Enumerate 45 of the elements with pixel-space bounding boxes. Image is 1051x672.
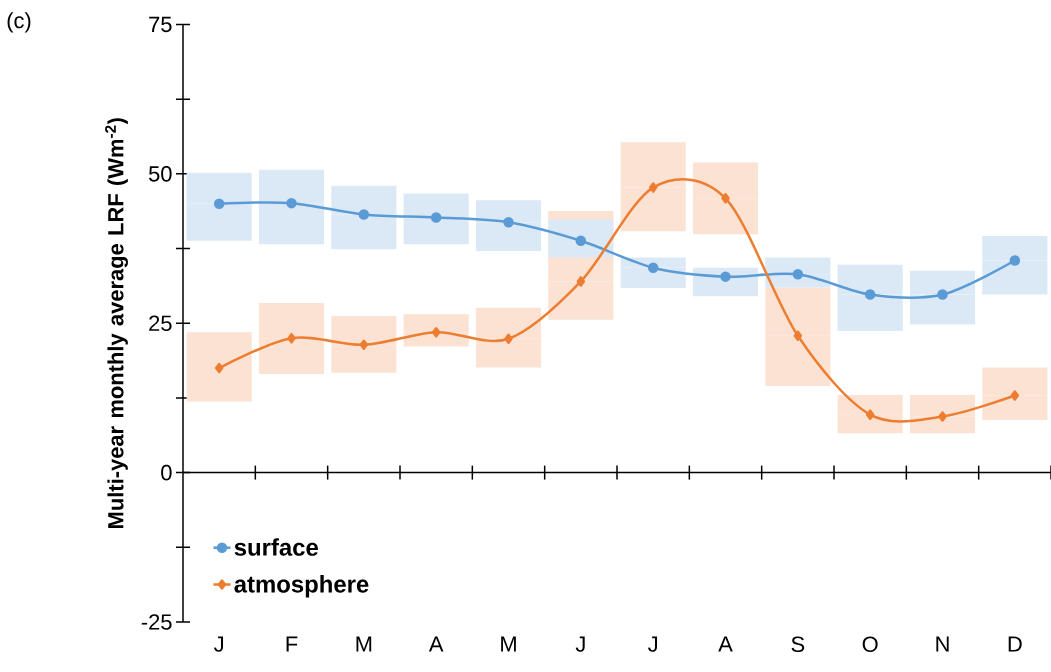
point <box>576 276 586 287</box>
y-axis-title: Multi-year monthly average LRF (Wm$^{-2}$) <box>105 118 128 528</box>
x-tick-label: D <box>1008 636 1022 652</box>
legend-label: atmosphere <box>234 575 369 598</box>
x-tick-label: O <box>862 636 878 653</box>
x-tick-label: M <box>501 636 516 652</box>
point <box>504 333 513 345</box>
y-tick-label: 50 <box>148 166 172 182</box>
point <box>358 209 370 220</box>
point <box>865 409 875 420</box>
x-tick-label: A <box>428 636 444 652</box>
point <box>431 326 441 338</box>
point <box>1009 255 1021 266</box>
point <box>647 262 659 273</box>
x-tick-label: M <box>356 636 372 652</box>
x-tick-label: N <box>936 636 949 652</box>
point <box>720 271 731 282</box>
point <box>430 212 442 223</box>
x-tick-label: A <box>718 636 733 652</box>
x-tick-label: J <box>575 636 585 652</box>
x-tick-label: S <box>791 636 805 653</box>
point <box>287 332 296 344</box>
point <box>1010 390 1020 401</box>
point <box>286 197 297 209</box>
point <box>937 289 948 300</box>
point <box>214 362 224 374</box>
point <box>938 411 947 422</box>
point <box>648 182 658 193</box>
x-tick-label: F <box>286 636 298 652</box>
point <box>503 217 514 228</box>
y-tick-label: 0 <box>161 464 172 481</box>
legend-label: surface <box>234 538 318 556</box>
point <box>792 269 804 280</box>
y-tick-label: -25 <box>141 614 172 630</box>
x-tick-label: J <box>648 636 658 652</box>
point <box>793 330 803 342</box>
y-tick-label: 75 <box>149 16 172 33</box>
point <box>575 235 587 247</box>
point <box>864 289 876 300</box>
point <box>213 198 225 209</box>
text: (c) <box>7 12 31 33</box>
point <box>721 193 730 204</box>
x-tick-label: J <box>214 636 224 652</box>
y-tick-label: 25 <box>149 315 172 332</box>
point <box>359 339 369 350</box>
